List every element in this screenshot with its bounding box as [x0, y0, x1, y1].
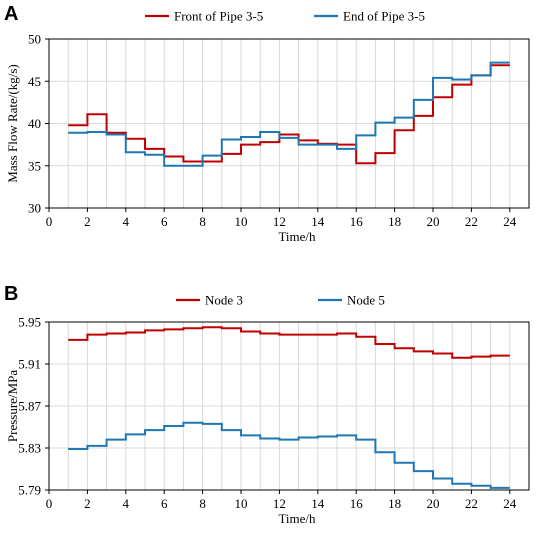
panel-b-x-tick-label: 18 — [388, 496, 401, 511]
panel-a-x-tick-label: 16 — [350, 214, 364, 229]
panel-a-x-axis-title: Time/h — [278, 229, 316, 244]
panel-a-x-tick-label: 8 — [199, 214, 206, 229]
panel-a-x-tick-label: 22 — [465, 214, 478, 229]
panel-b-series-1-line — [68, 326, 510, 359]
panel-b-y-tick-label: 5.91 — [18, 357, 41, 372]
panel-a-legend-label-1: Front of Pipe 3-5 — [174, 9, 263, 24]
panel-b-x-axis-title: Time/h — [278, 511, 316, 526]
panel-a-letter: A — [4, 3, 18, 25]
panel-b-x-tick-label: 20 — [427, 496, 440, 511]
panel-a-series-2-line — [68, 61, 510, 167]
panel-a: A 0 2 4 6 8 10 12 14 16 18 20 22 243035404550Time/hM… — [4, 3, 530, 244]
panel-b-x-tick-label: 0 — [46, 496, 53, 511]
panel-a-y-tick-label: 50 — [28, 32, 41, 47]
panel-b-x-tick-label: 10 — [235, 496, 248, 511]
panel-a-x-tick-label: 24 — [503, 214, 517, 229]
panel-a-y-tick-label: 40 — [28, 116, 41, 131]
panel-b: B 0 2 4 6 8 10 12 14 16 18 20 22 245.795.835.875.915… — [4, 283, 530, 526]
panel-a-x-tick-label: 10 — [235, 214, 248, 229]
panel-b-legend-label-2: Node 5 — [347, 293, 385, 308]
panel-b-y-axis-title: Pressure/MPa — [5, 370, 20, 442]
panel-a-series-1-line — [68, 64, 510, 165]
panel-a-x-tick-label: 18 — [388, 214, 401, 229]
panel-a-x-tick-label: 0 — [46, 214, 53, 229]
panel-b-x-tick-label: 24 — [503, 496, 517, 511]
panel-b-legend-label-1: Node 3 — [205, 293, 243, 308]
panel-b-x-tick-label: 2 — [84, 496, 91, 511]
panel-b-x-tick-label: 16 — [350, 496, 364, 511]
panel-b-x-tick-label: 8 — [199, 496, 206, 511]
panel-a-y-tick-label: 30 — [28, 201, 41, 216]
panel-a-y-tick-label: 45 — [28, 74, 41, 89]
panel-b-letter: B — [4, 283, 18, 305]
panel-b-x-tick-label: 4 — [123, 496, 130, 511]
panel-b-y-tick-label: 5.87 — [18, 399, 41, 414]
panel-a-x-tick-label: 4 — [123, 214, 130, 229]
panel-b-y-tick-label: 5.95 — [18, 315, 41, 330]
panel-a-x-tick-label: 14 — [311, 214, 325, 229]
panel-a-x-tick-label: 2 — [84, 214, 91, 229]
panel-b-x-tick-label: 22 — [465, 496, 478, 511]
panel-b-x-tick-label: 14 — [311, 496, 325, 511]
panel-b-x-tick-label: 12 — [273, 496, 286, 511]
panel-a-x-tick-label: 6 — [161, 214, 168, 229]
panel-b-y-tick-label: 5.79 — [18, 483, 41, 498]
panel-a-y-axis-title: Mass Flow Rate/(kg/s) — [5, 64, 20, 182]
panel-a-legend-label-2: End of Pipe 3-5 — [343, 9, 425, 24]
panel-a-x-tick-label: 12 — [273, 214, 286, 229]
panel-b-x-tick-label: 6 — [161, 496, 168, 511]
panel-a-x-tick-label: 20 — [427, 214, 440, 229]
panel-a-y-tick-label: 35 — [28, 158, 41, 173]
panel-b-y-tick-label: 5.83 — [18, 441, 41, 456]
panel-b-series-2-line — [68, 421, 510, 489]
